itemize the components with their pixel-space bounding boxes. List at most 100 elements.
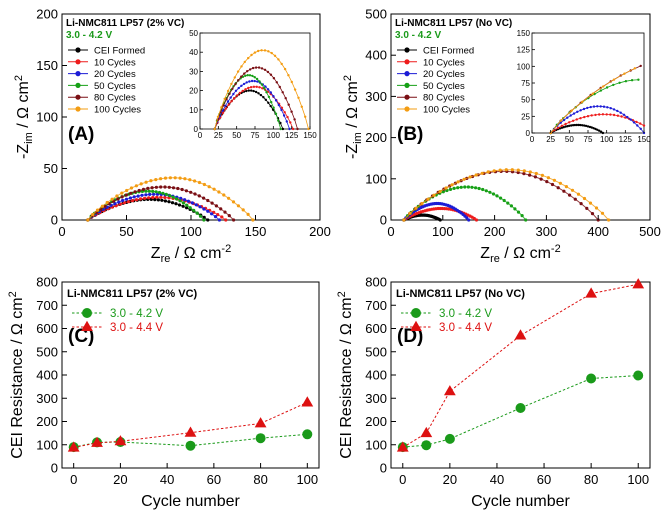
panel-b-x-label-exp: -2 <box>551 243 561 255</box>
inset-data-point <box>591 92 594 95</box>
inset-data-point <box>229 96 232 99</box>
inset-data-point <box>590 126 593 129</box>
panel-d-legend: 3.0 - 4.2 V 3.0 - 4.4 V <box>401 308 492 334</box>
data-point <box>502 198 506 203</box>
data-point <box>498 168 502 172</box>
inset-data-point <box>248 74 252 77</box>
x-tick-label: 80 <box>584 472 598 487</box>
data-point <box>168 194 172 198</box>
inset-data-point <box>224 104 227 108</box>
legend-swatch-marker <box>82 308 92 318</box>
inset-data-point <box>612 83 615 87</box>
panel-b-y-label-exp: 2 <box>342 75 354 81</box>
data-point <box>539 177 543 181</box>
data-point <box>67 441 80 452</box>
inset-data-point <box>237 86 240 90</box>
panel-a-marks <box>86 176 255 222</box>
data-point <box>167 200 171 204</box>
data-point <box>474 173 478 177</box>
y-tick-label: 500 <box>365 7 387 22</box>
inset-data-point <box>241 89 244 93</box>
data-point <box>545 180 549 184</box>
y-tick-label: 0 <box>51 461 58 476</box>
inset-data-point <box>602 105 606 108</box>
y-tick-label: 400 <box>36 368 58 383</box>
inset-data-point <box>304 115 307 118</box>
inset-data-point <box>213 127 216 131</box>
data-point <box>144 193 148 197</box>
inset-data-point <box>598 113 601 116</box>
data-point <box>105 200 109 205</box>
inset-data-point <box>560 124 564 128</box>
inset-data-point <box>626 115 629 119</box>
data-point <box>144 180 148 184</box>
inset-data-point <box>283 67 287 71</box>
inset-data-point <box>570 109 573 112</box>
data-point <box>154 190 158 194</box>
inset-data-point <box>592 105 596 108</box>
data-point <box>167 185 171 189</box>
inset-data-point <box>221 111 225 115</box>
panel-a-subtitle: 3.0 - 4.2 V <box>66 30 112 41</box>
data-point <box>396 441 409 452</box>
inset-data-point <box>579 117 582 120</box>
inset-data-point <box>248 80 251 83</box>
data-point <box>120 195 124 199</box>
data-point <box>179 196 183 200</box>
panel-b-marks <box>402 168 611 222</box>
legend-entry-label: 50 Cycles <box>423 81 465 92</box>
y-tick-label: 100 <box>365 437 387 452</box>
inset-data-point <box>288 127 291 131</box>
data-point <box>143 196 147 200</box>
data-point <box>175 197 179 201</box>
data-point <box>164 192 168 196</box>
data-point <box>160 198 164 202</box>
inset-data-point <box>226 89 230 93</box>
y-tick-label: 500 <box>365 344 387 359</box>
inset-data-point <box>269 73 273 76</box>
data-point <box>178 199 182 203</box>
data-point <box>212 187 216 191</box>
data-point <box>219 207 223 211</box>
data-point <box>151 195 155 200</box>
data-point <box>202 196 206 200</box>
inset-data-point <box>243 72 246 75</box>
x-tick-label: 50 <box>119 224 133 239</box>
inset-data-point <box>576 110 579 114</box>
data-point <box>222 193 226 197</box>
data-point <box>198 205 202 209</box>
inset-data-point <box>307 127 310 131</box>
data-point <box>513 207 517 211</box>
panel-a-x-label-unit: / Ω cm <box>170 245 221 262</box>
data-point <box>147 196 151 200</box>
data-point <box>302 429 313 440</box>
data-point <box>103 204 107 208</box>
inset-data-point <box>233 76 236 79</box>
panel-a-y-label-pre: -Z <box>15 144 32 159</box>
data-point <box>468 175 472 179</box>
inset-data-point <box>233 97 236 100</box>
x-tick-label: 60 <box>537 472 551 487</box>
inset-data-point <box>280 108 283 112</box>
x-tick-label: 0 <box>399 472 406 487</box>
inset-data-point <box>225 98 228 101</box>
data-point <box>488 190 492 194</box>
data-point <box>193 179 197 183</box>
y-tick-label: 0 <box>380 213 387 228</box>
inset-data-point <box>282 114 286 117</box>
data-point <box>600 211 605 215</box>
legend-swatch-marker <box>404 94 410 100</box>
inset-data-point <box>623 72 626 75</box>
data-point <box>189 190 193 194</box>
y-tick-label: 200 <box>36 414 58 429</box>
inset-data-point <box>265 91 268 94</box>
data-point <box>206 198 210 203</box>
inset-y-tick-label: 0 <box>194 125 199 134</box>
inset-data-point <box>570 124 573 127</box>
legend-swatch-marker <box>404 106 410 112</box>
panel-c-ticks: 0 20 40 60 80 100 0 100 200 300 400 500 600 700 800 <box>36 275 318 488</box>
inset-data-point <box>560 119 563 122</box>
data-point <box>149 179 153 183</box>
inset-data-point <box>255 85 258 89</box>
